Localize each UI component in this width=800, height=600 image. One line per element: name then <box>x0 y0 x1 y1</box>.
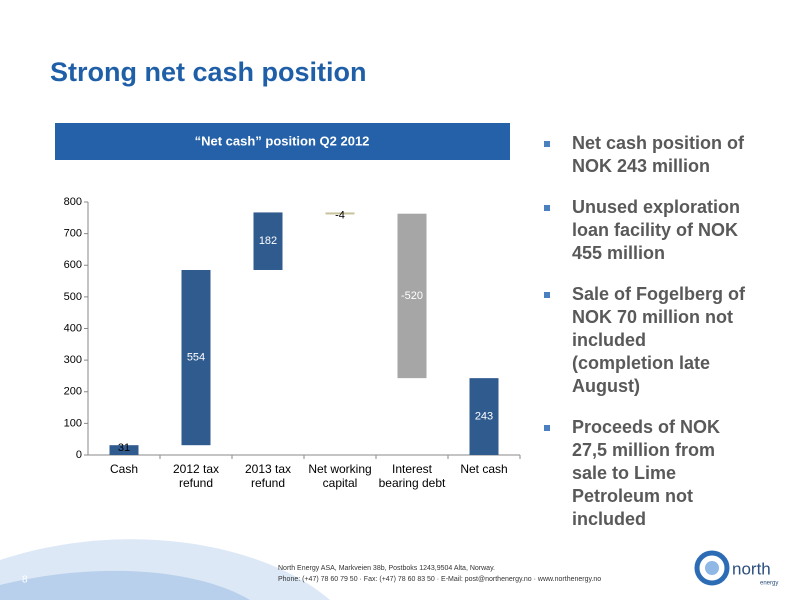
bullet-line: included <box>572 509 647 529</box>
bullet-line: Proceeds of NOK <box>572 417 721 437</box>
bullet-marker <box>544 292 550 298</box>
y-tick-label: 400 <box>64 322 82 334</box>
bullet-line: (completion late <box>572 353 711 373</box>
slide-title: Strong net cash position <box>50 57 367 87</box>
bullet-marker <box>544 141 550 147</box>
bullet-line: sale to Lime <box>572 463 677 483</box>
y-tick-label: 0 <box>76 449 82 461</box>
value-label: 31 <box>118 442 130 454</box>
chart-header <box>55 123 510 160</box>
bar <box>181 269 211 446</box>
bar <box>253 212 283 270</box>
chart-title: “Net cash” position Q2 2012 <box>195 133 370 148</box>
bar <box>325 212 355 215</box>
bullet-line: NOK 243 million <box>572 156 711 176</box>
bullet-line: Petroleum not <box>572 486 694 506</box>
bullet-marker <box>544 205 550 211</box>
x-tick-label: 2012 tax refund <box>172 462 220 490</box>
value-label: 243 <box>475 410 493 422</box>
bullet-line: included <box>572 330 647 350</box>
bullet-text: Unused exploration loan facility of NOK 45… <box>572 196 787 265</box>
bullet-text: Net cash position of NOK 243 million <box>572 132 787 178</box>
value-label: 554 <box>187 352 205 364</box>
y-tick-label: 200 <box>64 386 82 398</box>
logo-sub: energy <box>760 581 778 587</box>
value-label: 182 <box>259 235 277 247</box>
bullet-line: Sale of Fogelberg of <box>572 284 746 304</box>
value-label: -4 <box>335 209 345 221</box>
bullet-line: August) <box>572 376 640 396</box>
x-tick-label: Cash <box>109 462 138 476</box>
y-tick-label: 600 <box>64 259 82 271</box>
x-tick-label: 2013 tax refund <box>244 462 292 490</box>
bullet-marker <box>544 425 550 431</box>
y-tick-label: 800 <box>64 196 82 208</box>
bullet-line: 455 million <box>572 243 666 263</box>
page-number: 8 <box>22 575 28 586</box>
bar <box>469 378 499 455</box>
bullet-line: Net cash position of <box>572 133 745 153</box>
x-tick-label: Net working capital <box>308 462 372 490</box>
bullet-text: Proceeds of NOK 27,5 million from sale to … <box>572 416 787 531</box>
bullet-line: 27,5 million from <box>572 440 716 460</box>
value-label: -520 <box>401 290 423 302</box>
bullet-text: Sale of Fogelberg of NOK 70 million not in… <box>572 283 787 398</box>
bullet-line: loan facility of NOK <box>572 220 739 240</box>
x-tick-label: Net cash <box>460 462 508 476</box>
bullet-line: NOK 70 million not <box>572 307 734 327</box>
footer-text: Phone: (+47) 78 60 79 50 · Fax: (+47) 78… <box>278 576 602 583</box>
y-tick-label: 100 <box>64 417 82 429</box>
footer-text: North Energy ASA, Markveien 38b, Postbok… <box>278 565 495 572</box>
bullet-line: Unused exploration <box>572 197 741 217</box>
y-tick-label: 300 <box>64 354 82 366</box>
logo-icon <box>694 550 730 586</box>
y-tick-label: 500 <box>64 291 82 303</box>
footer-swirl <box>0 570 250 600</box>
bar <box>397 213 427 379</box>
bar <box>109 445 139 455</box>
logo-icon <box>705 561 719 575</box>
x-tick-label: Interest bearing debt <box>378 462 446 490</box>
y-tick-label: 700 <box>64 228 82 240</box>
logo-name: north <box>732 559 771 578</box>
